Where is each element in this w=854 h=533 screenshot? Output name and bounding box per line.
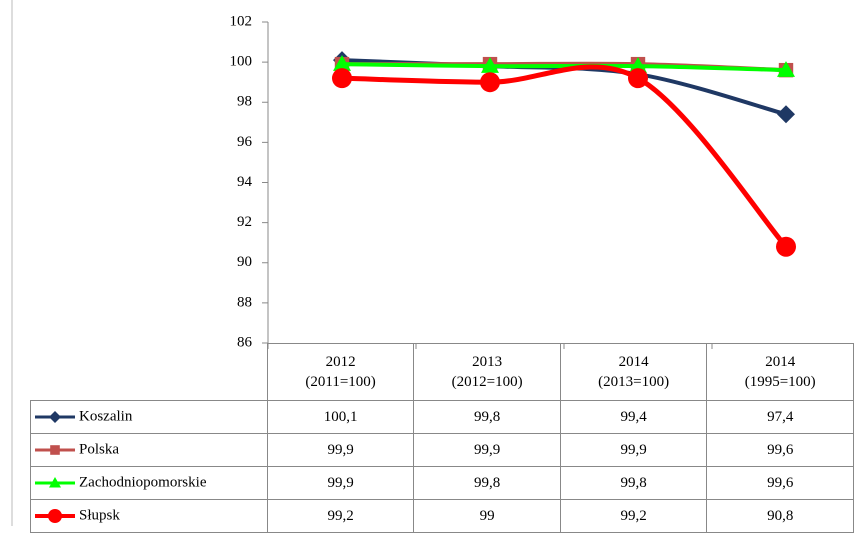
marker <box>629 57 647 73</box>
category-label: 2013 (2012=100) <box>413 343 561 401</box>
data-label: 99 <box>413 499 561 533</box>
marker <box>480 72 500 93</box>
data-table: 2012 (2011=100) 2013 (2012=100) 2014 (2013… <box>30 343 854 533</box>
series-row: Koszalin 100,1 99,8 99,4 97,4 <box>30 400 854 434</box>
marker <box>628 68 648 89</box>
data-label: 99,9 <box>559 433 708 467</box>
series-line <box>341 64 788 249</box>
data-label: 99,8 <box>413 400 561 434</box>
marker <box>49 411 61 423</box>
marker <box>48 509 62 523</box>
y-tick-label: 98 <box>237 94 252 110</box>
data-label: 99,2 <box>559 499 708 533</box>
marker <box>50 445 60 455</box>
marker <box>776 236 796 257</box>
y-tick-label: 102 <box>230 13 253 29</box>
data-table-body: 2012 (2011=100) 2013 (2012=100) 2014 (2013… <box>30 343 854 533</box>
series-row: Słupsk 99,2 99 99,2 90,8 <box>30 499 854 533</box>
data-label: 99,8 <box>413 466 561 500</box>
data-label: 99,6 <box>706 466 854 500</box>
y-tick-label: 94 <box>237 174 253 190</box>
legend-key <box>35 445 75 455</box>
series-row: Zachodniopomorskie 99,9 99,8 99,8 99,6 <box>30 466 854 500</box>
marker <box>777 61 795 77</box>
legend-label: Polska <box>79 441 120 458</box>
y-tick-label: 88 <box>237 294 252 310</box>
data-label: 99,9 <box>266 433 415 467</box>
chart-border <box>11 0 13 526</box>
y-tick-label: 92 <box>237 214 252 230</box>
marker <box>49 477 61 488</box>
data-label: 100,1 <box>266 400 415 434</box>
legend-cell: Polska <box>30 433 268 467</box>
legend-cell: Zachodniopomorskie <box>30 466 268 500</box>
category-label: 2014 (2013=100) <box>559 343 708 401</box>
data-label: 99,9 <box>266 466 415 500</box>
legend-key <box>35 411 75 423</box>
series-line <box>341 62 787 73</box>
series-row: Polska 99,9 99,9 99,9 99,6 <box>30 433 854 467</box>
legend-cell: Słupsk <box>30 499 268 533</box>
legend-label: Koszalin <box>79 408 133 425</box>
legend-key <box>35 509 75 523</box>
marker <box>333 55 351 71</box>
data-label: 99,9 <box>413 433 561 467</box>
category-label: 2014 (1995=100) <box>706 343 854 401</box>
data-label: 99,6 <box>706 433 854 467</box>
data-label: 97,4 <box>706 400 854 434</box>
marker <box>481 57 499 73</box>
marker <box>332 68 352 89</box>
y-tick-label: 90 <box>237 254 252 270</box>
data-label: 99,4 <box>559 400 708 434</box>
legend-cell: Koszalin <box>30 400 268 434</box>
corner-cell <box>30 343 268 401</box>
data-label: 99,2 <box>266 499 415 533</box>
legend-key <box>35 477 75 488</box>
legend-label: Zachodniopomorskie <box>79 474 207 491</box>
legend-label: Słupsk <box>79 507 120 524</box>
marker <box>777 105 795 124</box>
category-label: 2012 (2011=100) <box>266 343 415 401</box>
y-tick-label: 96 <box>237 134 253 150</box>
data-label: 99,8 <box>559 466 708 500</box>
y-tick-label: 100 <box>230 54 253 70</box>
data-label: 90,8 <box>706 499 854 533</box>
header-row: 2012 (2011=100) 2013 (2012=100) 2014 (2013… <box>30 343 854 401</box>
